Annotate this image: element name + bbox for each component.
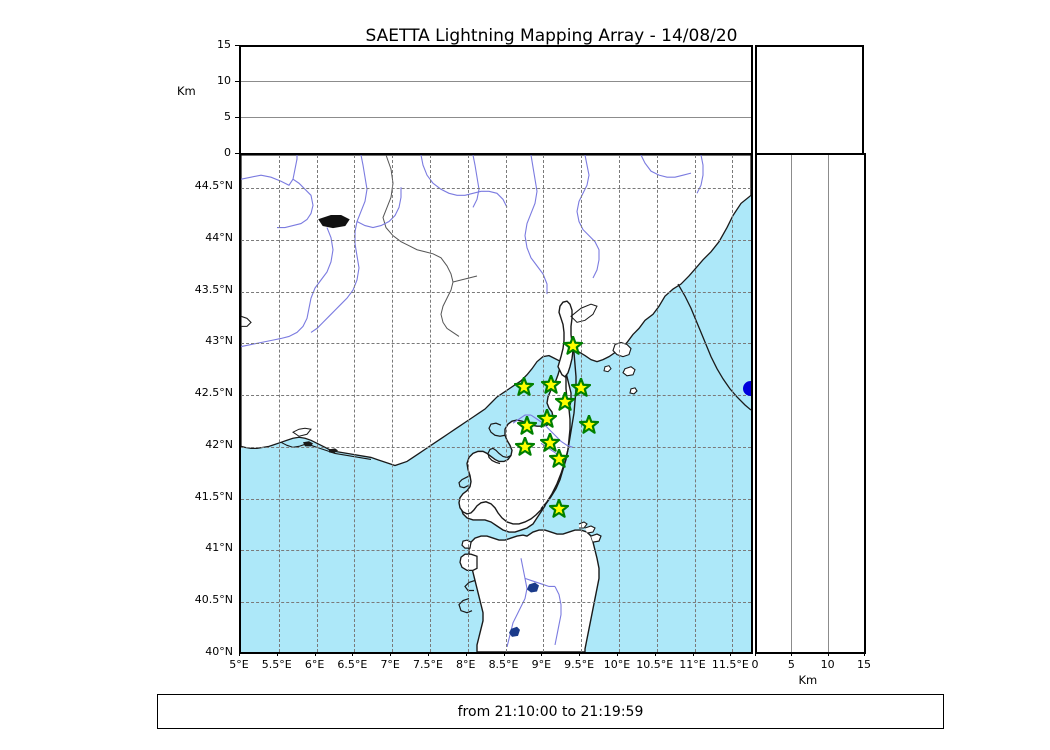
graticule-lat-44.5°N (241, 188, 751, 190)
tick-latitude-42.5°N: 42.5°N (194, 386, 233, 400)
tickmark-altitude-5 (235, 117, 239, 118)
graticule-lat-43°N (241, 343, 751, 345)
tick-longitude-8.5°E: 8.5°E (488, 658, 519, 671)
tickmark-longitude-11°E (692, 652, 694, 656)
tick-longitude-7.5°E: 7.5°E (412, 658, 443, 671)
graticule-lon-8.5°E (505, 155, 507, 652)
tick-longitude-9°E: 9°E (531, 658, 552, 671)
tick-altitude-5: 5 (224, 110, 231, 123)
graticule-lat-41°N (241, 550, 751, 552)
graticule-lat-40.5°N (241, 602, 751, 604)
tick-side-km-15: 15 (857, 658, 871, 671)
graticule-lon-9°E (543, 155, 545, 652)
graticule-lat-42.5°N (241, 395, 751, 397)
map-graphic (241, 155, 751, 652)
tick-latitude-40°N: 40°N (205, 645, 233, 658)
tickmark-side-km-15 (864, 652, 865, 656)
tickmark-side-km-5 (791, 652, 793, 656)
tick-latitude-41.5°N: 41.5°N (194, 489, 233, 503)
status-text: from 21:10:00 to 21:19:59 (457, 703, 644, 720)
tick-altitude-10: 10 (217, 74, 231, 87)
tickmark-altitude-15 (235, 45, 239, 46)
gridline-alt-10 (241, 81, 751, 82)
tick-latitude-42°N: 42°N (205, 437, 233, 451)
graticule-lon-10°E (618, 155, 620, 652)
graticule-lat-41.5°N (241, 498, 751, 500)
tick-altitude-15: 15 (217, 38, 231, 51)
tickmark-longitude-5.5°E (276, 652, 278, 656)
latitude-altitude-panel[interactable] (755, 153, 866, 654)
tickmark-longitude-10°E (616, 652, 618, 656)
graticule-lon-11°E (694, 155, 696, 652)
tick-longitude-5.5°E: 5.5°E (261, 658, 292, 671)
tick-longitude-5°E: 5°E (229, 658, 249, 671)
tick-latitude-41°N: 41°N (205, 541, 233, 555)
graticule-lon-5.5°E (278, 155, 280, 652)
tick-longitude-6°E: 6°E (304, 658, 325, 671)
altitude-axis-label: Km (177, 83, 196, 98)
gridline-side-10 (827, 155, 829, 652)
tick-longitude-6.5°E: 6.5°E (337, 658, 368, 671)
tick-side-km-10: 10 (820, 658, 835, 671)
tick-side-km-5: 5 (787, 658, 795, 671)
tickmark-side-km-0 (755, 652, 756, 656)
tick-longitude-11.5°E: 11.5°E (711, 658, 749, 671)
tickmark-longitude-5°E (239, 652, 240, 656)
graticule-lon-10.5°E (656, 155, 658, 652)
tickmark-longitude-6.5°E (352, 652, 354, 656)
tickmark-longitude-7°E (390, 652, 392, 656)
tick-side-km-0: 0 (751, 658, 759, 671)
graticule-lon-11.5°E (732, 155, 734, 652)
corner-panel (755, 45, 864, 155)
tick-longitude-9.5°E: 9.5°E (564, 658, 595, 671)
status-bar[interactable]: from 21:10:00 to 21:19:59 (157, 694, 944, 729)
tickmark-side-km-10 (827, 652, 829, 656)
tickmark-longitude-7.5°E (427, 652, 429, 656)
graticule-lat-44°N (241, 239, 751, 241)
graticule-lon-6°E (316, 155, 318, 652)
graticule-lon-7.5°E (429, 155, 431, 652)
side-panel-axis-label: Km (798, 673, 818, 687)
tickmark-longitude-9.5°E (579, 652, 581, 656)
graticule-lon-6.5°E (354, 155, 356, 652)
tick-longitude-11°E: 11°E (679, 658, 706, 671)
gridline-alt-5 (241, 117, 751, 118)
tickmark-longitude-8°E (465, 652, 467, 656)
tickmark-altitude-10 (235, 81, 239, 82)
tick-latitude-43°N: 43°N (205, 334, 233, 348)
lightning-source-marker (743, 381, 751, 397)
tick-longitude-7°E: 7°E (380, 658, 400, 671)
tickmark-longitude-9°E (541, 652, 543, 656)
tick-latitude-43.5°N: 43.5°N (194, 282, 233, 296)
graticule-lat-43.5°N (241, 291, 751, 293)
page-title: SAETTA Lightning Mapping Array - 14/08/2… (365, 26, 738, 46)
tickmark-longitude-10.5°E (654, 652, 656, 656)
tick-latitude-44.5°N: 44.5°N (194, 179, 233, 193)
graticule-lon-9.5°E (581, 155, 583, 652)
tickmark-longitude-11.5°E (730, 652, 732, 656)
tickmark-longitude-8.5°E (503, 652, 505, 656)
tick-latitude-44°N: 44°N (205, 230, 233, 244)
tickmark-longitude-6°E (314, 652, 316, 656)
map-panel[interactable] (239, 153, 753, 654)
tick-latitude-40.5°N: 40.5°N (194, 593, 233, 607)
graticule-lon-8°E (467, 155, 469, 652)
gridline-side-5 (791, 155, 793, 652)
graticule-lon-7°E (392, 155, 394, 652)
tick-longitude-8°E: 8°E (456, 658, 476, 671)
tick-longitude-10°E: 10°E (603, 658, 631, 671)
tick-longitude-10.5°E: 10.5°E (636, 658, 674, 671)
tick-altitude-0: 0 (224, 146, 231, 159)
graticule-lat-42°N (241, 446, 751, 448)
tickmark-altitude-0 (235, 153, 239, 154)
altitude-longitude-panel[interactable] (239, 45, 753, 155)
